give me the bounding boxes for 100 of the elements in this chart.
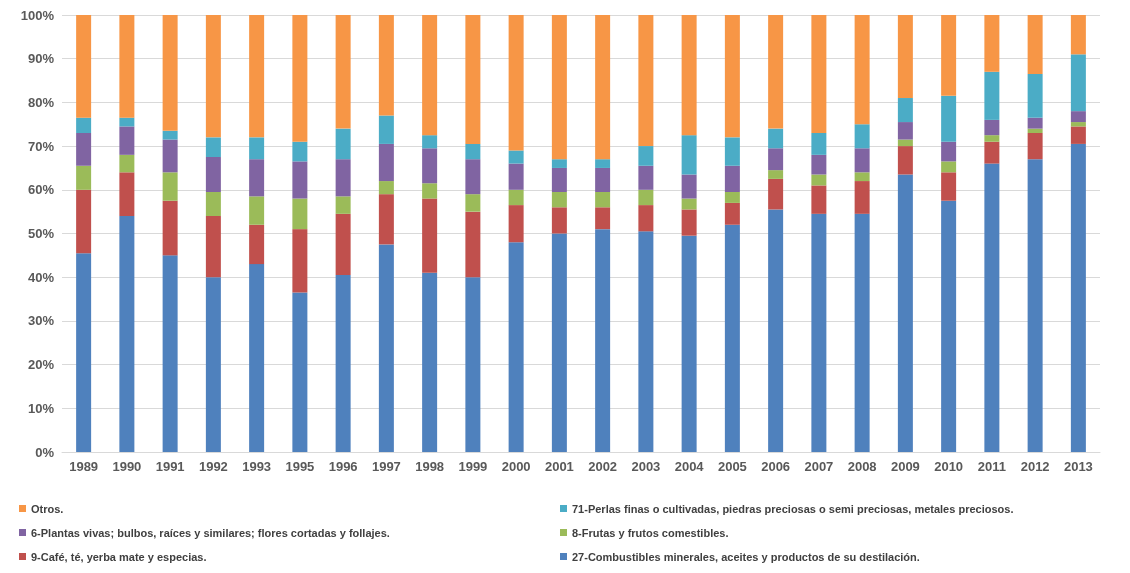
bar [551,167,567,192]
x-tick-label: 2013 [1063,459,1093,474]
bar [292,15,308,142]
bar [1027,117,1043,129]
bar [378,194,394,245]
bar [249,137,265,160]
bar [76,189,92,254]
bar [1070,54,1086,112]
bar [162,255,178,452]
bar [76,132,92,166]
bar [205,277,221,452]
x-tick-label: 2012 [1020,459,1050,474]
bar [854,181,870,214]
bar [638,189,654,206]
bar [249,224,265,265]
x-tick-label: 2001 [544,459,574,474]
bar [76,165,92,190]
bar [897,15,913,99]
bar [638,15,654,147]
bar [378,115,394,144]
bar [897,139,913,147]
bar [162,139,178,173]
y-tick-label: 10% [27,400,55,416]
legend-label: Otros. [31,502,64,515]
y-tick-label: 80% [27,94,55,110]
bar [681,209,697,236]
bar [508,15,524,151]
bar [984,163,1000,452]
bar [119,154,135,173]
x-tick-label: 1989 [69,459,99,474]
legend-label: 8-Frutas y frutos comestibles. [572,526,729,539]
bar [76,15,92,118]
bar [465,277,481,452]
bar [854,213,870,452]
bar [681,174,697,199]
bar [378,143,394,182]
bar [724,202,740,225]
bar [249,159,265,197]
bar [724,191,740,203]
x-tick-label: 2002 [588,459,618,474]
bar [205,157,221,192]
bar [897,146,913,175]
y-tick-label: 40% [27,269,55,285]
bar [249,15,265,138]
bar [335,15,351,129]
bar [1070,126,1086,144]
bar [595,167,611,192]
legend-label: 6-Plantas vivas; bulbos, raíces y similares; flores cortadas y follajes. [31,526,390,539]
x-tick-label: 1995 [285,459,315,474]
y-tick-label: 20% [27,357,55,373]
bar [119,126,135,155]
bar [595,191,611,208]
bar [292,141,308,162]
bar [119,117,135,127]
y-tick-label: 30% [27,313,55,329]
bar [551,207,567,234]
bar [681,135,697,175]
x-tick-label: 2008 [847,459,877,474]
x-tick-label: 1990 [112,459,142,474]
bar [941,172,957,201]
bar [292,198,308,230]
bar [422,135,438,149]
bar [638,231,654,452]
bar [465,159,481,195]
bar [378,181,394,195]
bar [378,15,394,116]
bar [551,159,567,168]
bar [768,178,784,210]
x-tick-label: 2009 [890,459,920,474]
y-tick-label: 100% [20,7,55,23]
bar [76,117,92,133]
bar [465,211,481,278]
bar [162,172,178,201]
bar [854,15,870,125]
bar [162,130,178,140]
x-tick-label: 2007 [804,459,834,474]
bar [941,15,957,96]
y-tick-label: 70% [27,138,55,154]
y-tick-label: 60% [27,182,55,198]
bar [941,161,957,173]
x-tick-label: 2004 [674,459,705,474]
bar [854,124,870,149]
bar [595,229,611,452]
bar [205,216,221,278]
bar [119,216,135,452]
bar [205,15,221,138]
bar [205,191,221,217]
bar [292,292,308,452]
bar [768,128,784,149]
bar [984,141,1000,164]
bar [1027,15,1043,74]
bar [205,137,221,158]
bar [162,200,178,256]
bar [941,200,957,452]
bar [508,163,524,190]
bar [1027,132,1043,160]
bar [854,148,870,173]
y-tick-label: 50% [27,226,55,241]
bar [76,253,92,452]
x-tick-label: 1999 [458,459,488,474]
